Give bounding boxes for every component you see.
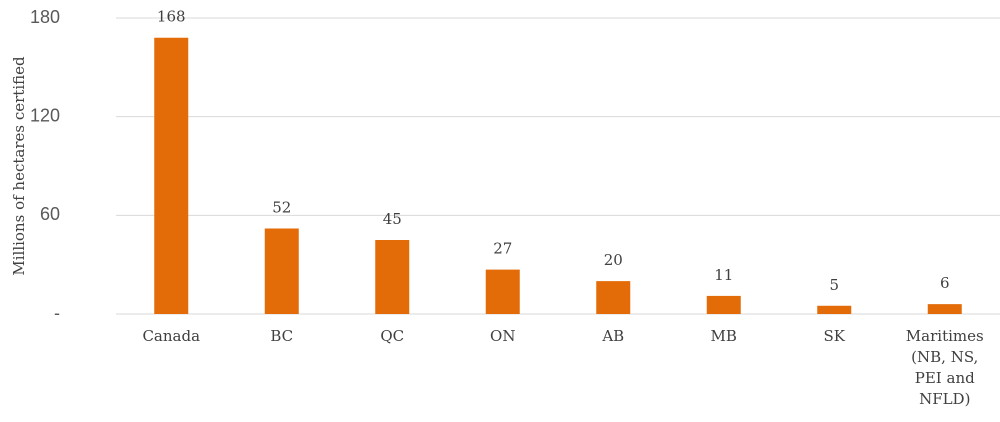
data-label: 45 — [383, 210, 402, 228]
data-label: 27 — [493, 240, 512, 258]
x-tick-label: BC — [270, 327, 294, 345]
y-axis-title: Millions of hectares certified — [10, 56, 28, 276]
y-tick-label: 120 — [30, 105, 60, 125]
bar — [154, 37, 189, 314]
x-tick-label: MB — [710, 327, 737, 345]
data-label: 6 — [940, 274, 950, 292]
bar — [596, 281, 631, 314]
x-tick-label: AB — [602, 327, 625, 345]
data-label: 168 — [157, 8, 186, 26]
data-label: 11 — [714, 266, 733, 284]
bar — [375, 240, 410, 314]
x-tick-label: SK — [823, 327, 845, 345]
bar — [927, 304, 962, 314]
data-label: 52 — [272, 198, 291, 216]
x-tick-label: Canada — [142, 327, 201, 345]
bar — [485, 269, 520, 314]
data-label: 20 — [604, 251, 623, 269]
data-label: 5 — [829, 276, 839, 294]
x-tick-label: QC — [380, 327, 405, 345]
y-tick-label: 180 — [30, 7, 60, 27]
bar — [817, 305, 852, 314]
y-tick-label: - — [54, 303, 60, 323]
bar — [264, 228, 299, 314]
bar — [706, 295, 741, 314]
y-tick-label: 60 — [40, 204, 60, 224]
x-tick-label: ON — [490, 327, 516, 345]
x-tick-label: Maritimes (NB, NS, PEI and NFLD) — [905, 327, 984, 408]
